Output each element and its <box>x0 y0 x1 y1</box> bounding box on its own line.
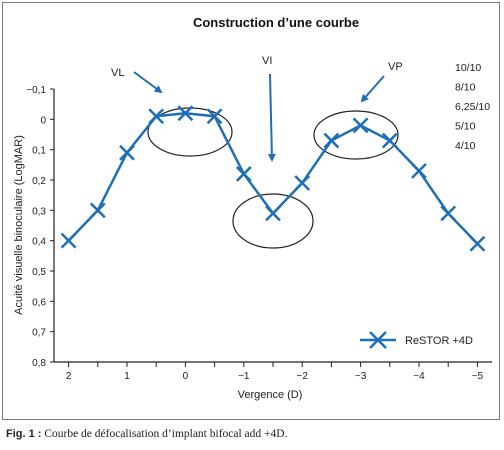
y-tick-label: 0,1 <box>32 146 46 157</box>
axes <box>53 89 492 363</box>
x-tick-label: 1 <box>124 371 130 382</box>
data-point <box>323 132 340 149</box>
y-tick-label: 0,8 <box>32 358 46 369</box>
data-point <box>206 108 223 125</box>
annotation-vi: VI <box>262 55 272 67</box>
figure-caption: Fig. 1 : Courbe de défocalisation d’impl… <box>6 428 287 440</box>
data-point <box>381 132 398 149</box>
acuity-label: 5/10 <box>455 121 476 133</box>
data-point <box>119 144 135 161</box>
data-point <box>60 232 77 249</box>
chart-title: Construction d’une courbe <box>193 15 359 30</box>
y-axis-label: Acuité visuelle binoculaire (LogMAR) <box>13 135 25 315</box>
x-axis-ticks: 2 1 0 −1 −2 −3 −4 −5 <box>66 362 484 382</box>
x-tick-label: 0 <box>183 371 189 382</box>
y-tick-label: 0,4 <box>32 237 46 248</box>
legend: ReSTOR +4D <box>360 331 473 349</box>
y-tick-label: 0 <box>40 115 46 126</box>
data-point <box>440 205 457 222</box>
zone-ellipse-vp <box>313 110 399 160</box>
figure-frame <box>2 2 500 420</box>
legend-label: ReSTOR +4D <box>405 335 473 347</box>
series-group <box>60 105 486 252</box>
caption-text: Courbe de défocalisation d’implant bifoc… <box>44 428 288 440</box>
annotation-vp: VP <box>388 61 403 73</box>
y-tick-label: 0,7 <box>32 328 46 339</box>
data-point <box>177 105 194 122</box>
x-tick-label: −5 <box>472 371 484 382</box>
data-point <box>265 205 281 222</box>
y-tick-label: 0,2 <box>32 176 46 187</box>
y-tick-label: 0,3 <box>32 206 46 217</box>
x-axis-label: Vergence (D) <box>238 389 303 401</box>
acuity-label: 10/10 <box>455 62 481 74</box>
annotation-vl-arrow <box>133 71 163 94</box>
acuity-label: 4/10 <box>455 140 476 152</box>
acuity-label: 6,25/10 <box>455 101 490 113</box>
annotation-vp-arrow <box>360 75 385 103</box>
caption-label: Fig. 1 : <box>6 428 42 440</box>
series-line <box>67 112 479 245</box>
y-axis-ticks: −0,1 0 0,1 0,2 0,3 0,4 0,5 0,6 0,7 0,8 <box>26 85 54 369</box>
annotation-vi-arrow <box>267 73 276 162</box>
annotation-vl: VL <box>111 67 124 79</box>
y-tick-label: 0,6 <box>32 297 46 308</box>
zone-ellipse-vi <box>232 193 314 249</box>
x-tick-label: −1 <box>238 371 250 382</box>
data-point <box>148 108 165 125</box>
data-point <box>89 202 106 219</box>
x-tick-label: −2 <box>296 371 308 382</box>
y-tick-label: −0,1 <box>26 85 46 96</box>
acuity-labels: 10/10 8/10 6,25/10 5/10 4/10 <box>455 62 490 152</box>
data-point <box>235 166 252 182</box>
legend-marker-x-icon <box>369 331 387 349</box>
data-point <box>352 117 369 134</box>
data-point <box>294 175 311 191</box>
y-tick-label: 0,5 <box>32 267 46 278</box>
x-tick-label: −3 <box>355 371 367 382</box>
data-point <box>469 235 486 252</box>
x-tick-label: −4 <box>413 371 425 382</box>
data-point <box>411 163 427 179</box>
acuity-label: 8/10 <box>455 82 476 94</box>
x-tick-label: 2 <box>66 371 72 382</box>
